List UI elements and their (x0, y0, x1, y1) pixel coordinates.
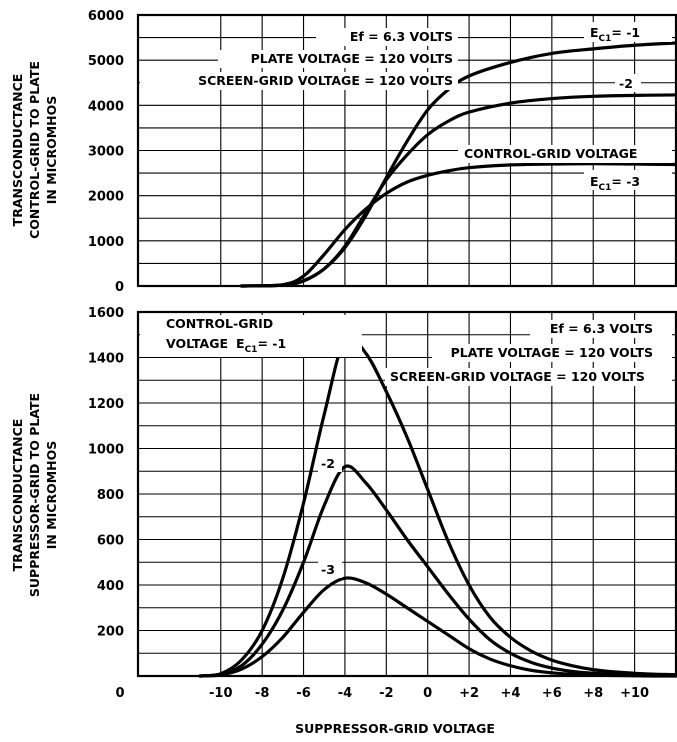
bottom-control-grid-label: CONTROL-GRID (166, 316, 273, 331)
control-grid-transconductance-chart: 0 1000 2000 3000 4000 5000 6000 Ef = 6.3 VOLTS… (10, 9, 677, 295)
y-tick-label: 2000 (88, 190, 124, 205)
y-tick-label: 3000 (88, 145, 124, 160)
bottom-frame (136, 310, 677, 678)
x-tick-label: -10 (209, 686, 233, 701)
bottom-plate-voltage-annotation: PLATE VOLTAGE = 120 VOLTS (451, 345, 653, 360)
bottom-ylabel-line-1: TRANSCONDUCTANCE (10, 419, 25, 572)
bottom-ylabel-line-3: IN MICROMHOS (44, 441, 59, 550)
y-tick-label: 1200 (88, 397, 124, 412)
top-ef-annotation: Ef = 6.3 VOLTS (350, 29, 453, 44)
x-tick-label: +2 (459, 686, 479, 701)
top-curves (239, 41, 677, 288)
top-screen-grid-annotation: SCREEN-GRID VOLTAGE = 120 VOLTS (198, 73, 453, 88)
bottom-ylabel-line-2: SUPPRESSOR-GRID TO PLATE (27, 393, 42, 597)
bottom-grid (138, 312, 676, 676)
x-tick-label: +6 (542, 686, 562, 701)
top-control-grid-voltage-label: CONTROL-GRID VOLTAGE (464, 146, 637, 161)
bottom-curves (198, 334, 677, 678)
x-tick-label: +4 (500, 686, 520, 701)
curve-ec1-minus3 (198, 576, 677, 678)
top-ylabel-line-2: CONTROL-GRID TO PLATE (27, 61, 42, 239)
y-tick-label: 5000 (88, 54, 124, 69)
top-ylabel-line-3: IN MICROMHOS (44, 96, 59, 205)
y-tick-label: 1400 (88, 352, 124, 367)
top-ylabel-line-1: TRANSCONDUCTANCE (10, 74, 25, 227)
y-tick-label: 200 (97, 625, 124, 640)
bottom-ticks: 200 400 600 800 1000 1200 1400 1600 0 -10 -8 -6 -4 -2… (88, 306, 649, 701)
top-y-ticks: 0 1000 2000 3000 4000 5000 6000 (88, 9, 124, 295)
y-tick-label: 6000 (88, 9, 124, 24)
suppressor-grid-transconductance-chart: 200 400 600 800 1000 1200 1400 1600 0 -10 -8 -6 -4 -2… (10, 306, 677, 736)
x-tick-label: +8 (583, 686, 603, 701)
bottom-ec1-minus1-label: VOLTAGE EC1= -1 (166, 336, 286, 355)
curve-ec1-minus3 (239, 161, 677, 288)
top-minus2-label: -2 (619, 76, 633, 91)
y-tick-label: 600 (97, 534, 124, 549)
y-tick-label: 1000 (88, 235, 124, 250)
top-plate-voltage-annotation: PLATE VOLTAGE = 120 VOLTS (251, 51, 453, 66)
bottom-screen-grid-annotation: SCREEN-GRID VOLTAGE = 120 VOLTS (390, 369, 645, 384)
curve-ec1-minus2 (198, 464, 677, 678)
x-tick-label: -4 (338, 686, 352, 701)
y-tick-label: 1600 (88, 306, 124, 321)
top-ec1-minus1-label: EC1= -1 (590, 25, 640, 44)
bottom-minus2-label: -2 (321, 456, 335, 471)
curve-ec1-minus2 (239, 93, 677, 288)
x-tick-label: -2 (379, 686, 393, 701)
x-tick-label: -8 (255, 686, 269, 701)
top-ec1-minus3-label: EC1= -3 (590, 174, 640, 193)
x-tick-label: +10 (620, 686, 649, 701)
y-tick-label: 1000 (88, 443, 124, 458)
x-tick-label: 0 (115, 686, 124, 701)
top-frame (136, 13, 677, 288)
x-tick-label: 0 (423, 686, 432, 701)
x-tick-label: -6 (296, 686, 310, 701)
y-tick-label: 4000 (88, 99, 124, 114)
y-tick-label: 0 (115, 280, 124, 295)
bottom-ef-annotation: Ef = 6.3 VOLTS (550, 321, 653, 336)
bottom-minus3-label: -3 (321, 562, 335, 577)
x-axis-label: SUPPRESSOR-GRID VOLTAGE (295, 721, 495, 736)
y-tick-label: 400 (97, 579, 124, 594)
y-tick-label: 800 (97, 488, 124, 503)
curve-ec1-minus1 (198, 334, 677, 678)
